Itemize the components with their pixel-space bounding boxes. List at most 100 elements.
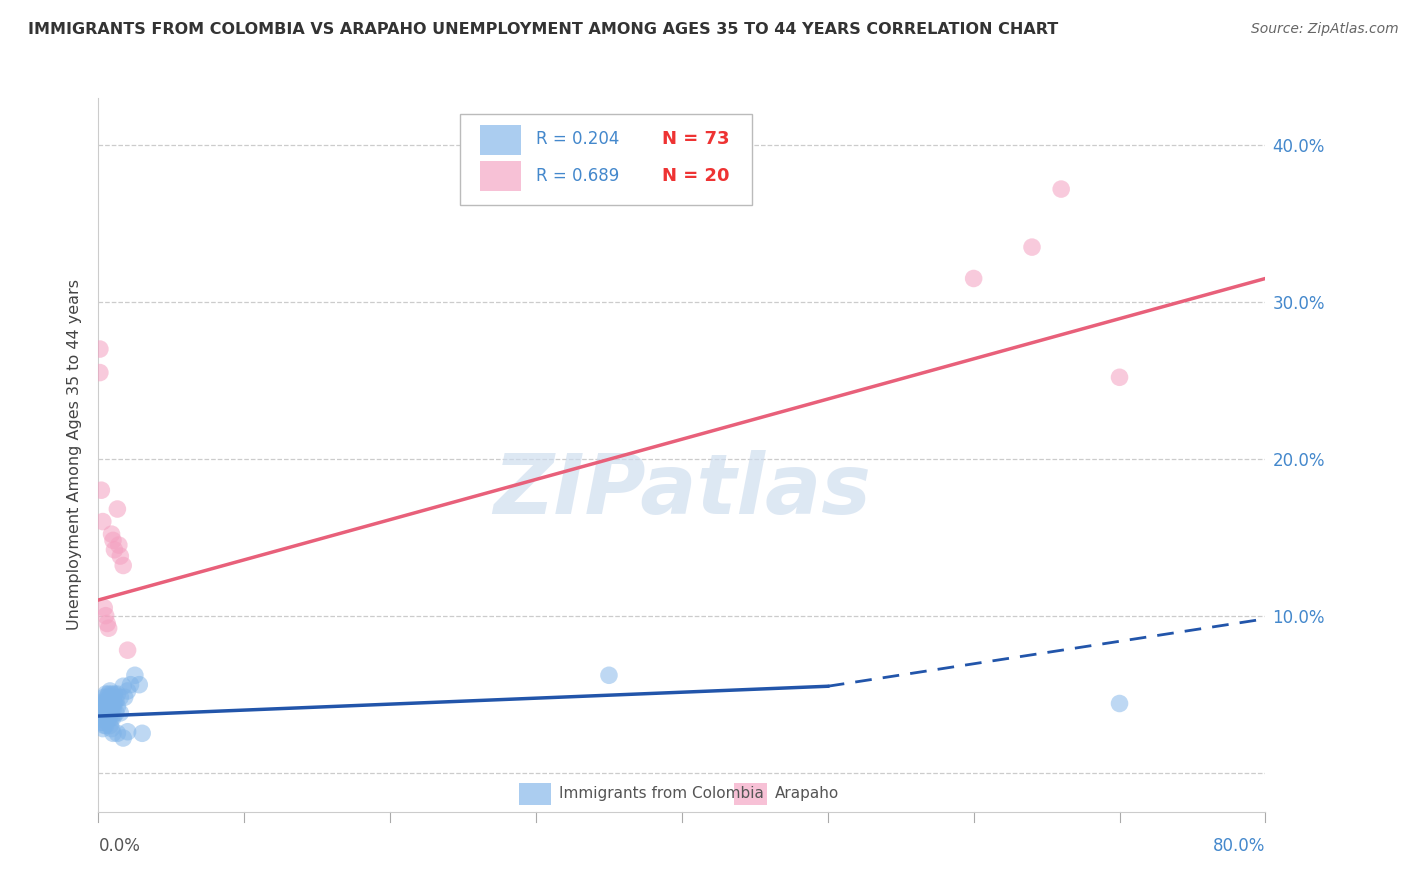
Point [97, 687, 120, 701]
Text: Source: ZipAtlas.com: Source: ZipAtlas.com [1251, 22, 1399, 37]
Point [101, 690, 124, 705]
Point [1050, 182, 1073, 196]
Point [90, 706, 112, 720]
Point [94, 718, 117, 732]
Point [89, 706, 111, 720]
Point [97, 621, 120, 635]
Text: IMMIGRANTS FROM COLOMBIA VS ARAPAHO UNEMPLOYMENT AMONG AGES 35 TO 44 YEARS CORRE: IMMIGRANTS FROM COLOMBIA VS ARAPAHO UNEM… [28, 22, 1059, 37]
Point [96, 709, 118, 723]
Point [598, 668, 620, 682]
Point [93, 711, 115, 725]
Point [94, 608, 117, 623]
Text: Immigrants from Colombia: Immigrants from Colombia [560, 787, 765, 801]
Point [96, 703, 118, 717]
Point [117, 643, 139, 657]
Point [91, 695, 114, 709]
Point [93, 706, 115, 720]
Point [96, 616, 118, 631]
Point [90, 703, 112, 717]
Point [101, 703, 124, 717]
Point [110, 706, 132, 720]
Y-axis label: Unemployment Among Ages 35 to 44 years: Unemployment Among Ages 35 to 44 years [67, 279, 83, 631]
Point [100, 527, 122, 541]
Text: R = 0.689: R = 0.689 [536, 167, 619, 185]
Point [91, 699, 114, 714]
Point [91, 722, 114, 736]
Point [93, 690, 115, 705]
Point [1021, 240, 1043, 254]
Point [131, 726, 153, 740]
Point [104, 706, 127, 720]
Point [89, 709, 111, 723]
Point [103, 687, 125, 701]
Point [89, 366, 111, 380]
Point [105, 726, 128, 740]
Point [91, 711, 114, 725]
Point [112, 558, 135, 573]
Point [100, 711, 122, 725]
Point [124, 668, 146, 682]
Point [89, 712, 111, 726]
Point [96, 690, 118, 705]
Point [98, 684, 121, 698]
Point [100, 722, 122, 736]
Point [962, 271, 984, 285]
Point [103, 697, 125, 711]
Point [98, 690, 121, 705]
Point [105, 502, 128, 516]
FancyBboxPatch shape [479, 125, 520, 155]
Point [117, 724, 139, 739]
Point [101, 697, 124, 711]
Text: N = 20: N = 20 [662, 167, 730, 185]
Point [108, 538, 131, 552]
Point [96, 697, 118, 711]
Point [110, 690, 132, 705]
Text: 0.0%: 0.0% [98, 837, 141, 855]
FancyBboxPatch shape [479, 161, 520, 191]
Point [97, 706, 120, 720]
Point [120, 678, 142, 692]
Point [94, 687, 117, 701]
Point [1108, 697, 1130, 711]
Point [91, 706, 114, 720]
Point [1108, 370, 1130, 384]
Point [98, 709, 121, 723]
Point [100, 703, 122, 717]
Text: ZIPatlas: ZIPatlas [494, 450, 870, 531]
Point [112, 679, 135, 693]
Point [117, 684, 139, 698]
Point [97, 693, 120, 707]
Point [94, 711, 117, 725]
Point [90, 711, 112, 725]
Point [100, 687, 122, 701]
Point [112, 731, 135, 745]
Point [110, 549, 132, 563]
Point [89, 703, 111, 717]
FancyBboxPatch shape [734, 783, 768, 805]
Point [98, 718, 121, 732]
Point [105, 687, 128, 701]
Point [94, 699, 117, 714]
Point [91, 515, 114, 529]
Point [114, 690, 136, 705]
Point [91, 703, 114, 717]
Point [90, 483, 112, 498]
Point [103, 542, 125, 557]
FancyBboxPatch shape [460, 114, 752, 205]
Point [98, 697, 121, 711]
Text: R = 0.204: R = 0.204 [536, 130, 620, 148]
Point [101, 726, 124, 740]
Point [100, 695, 122, 709]
Point [128, 678, 150, 692]
Point [89, 342, 111, 356]
Point [101, 533, 124, 548]
Point [90, 715, 112, 730]
Text: Arapaho: Arapaho [775, 787, 839, 801]
Text: N = 73: N = 73 [662, 130, 730, 148]
Text: 80.0%: 80.0% [1213, 837, 1265, 855]
Point [98, 703, 121, 717]
Point [105, 699, 128, 714]
Point [104, 693, 127, 707]
Point [91, 715, 114, 730]
Point [97, 712, 120, 726]
